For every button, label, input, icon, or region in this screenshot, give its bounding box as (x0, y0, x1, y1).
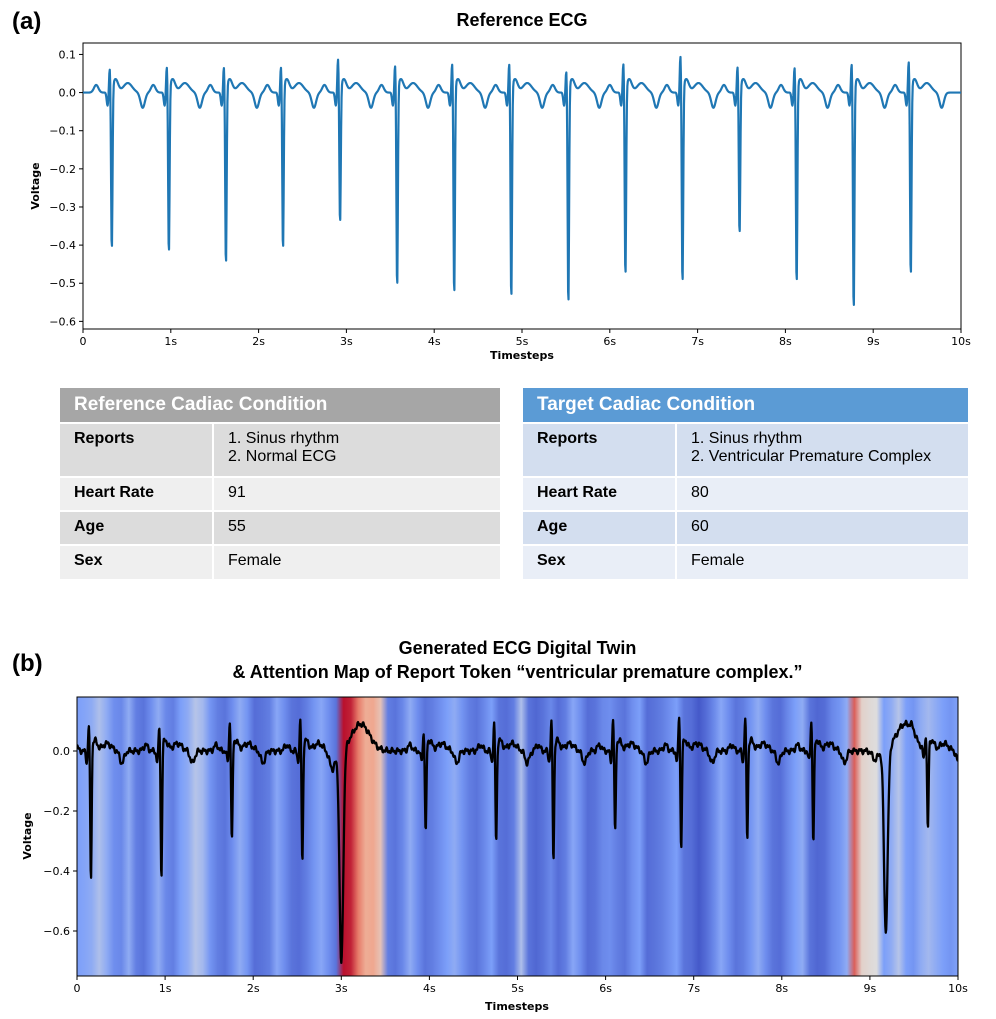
x-tick-label: 1s (164, 335, 177, 348)
reference-heart-rate-value: 91 (212, 477, 500, 511)
y-axis-label: Voltage (29, 162, 42, 209)
x-tick-label: 3s (340, 335, 353, 348)
reference-sex-key: Sex (74, 552, 103, 569)
y-tick-label: −0.4 (43, 865, 70, 878)
target-age-key: Age (537, 518, 568, 535)
y-tick-label: −0.2 (49, 163, 76, 176)
x-tick-label: 5s (511, 982, 524, 995)
reference-table-header: Reference Cadiac Condition (60, 388, 500, 423)
target-reports-key: Reports (537, 430, 598, 447)
reference-report-2: 2. Normal ECG (228, 448, 337, 465)
digital-twin-chart: 0 1s 2s 3s 4s 5s 6s 7s 8s 9s 10s 0.0 −0.2 −0.4 −0.6 T… (21, 696, 968, 1013)
digital-twin-title: Generated ECG Digital Twin & Attention M… (77, 636, 958, 684)
reference-report-1: 1. Sinus rhythm (228, 430, 340, 447)
y-tick-label: −0.3 (49, 201, 76, 214)
target-age-value: 60 (675, 511, 968, 545)
x-tick-label: 4s (428, 335, 441, 348)
x-axis-label: Timesteps (485, 1000, 549, 1013)
x-tick-label: 9s (867, 335, 880, 348)
x-axis-label: Timesteps (490, 349, 554, 362)
x-tick-label: 0 (80, 335, 87, 348)
digital-twin-title-line2: & Attention Map of Report Token “ventric… (232, 662, 803, 682)
target-table-header: Target Cadiac Condition (523, 388, 968, 423)
y-tick-label: −0.6 (49, 315, 76, 328)
target-heart-rate-key: Heart Rate (537, 484, 618, 501)
x-tick-label: 0 (74, 982, 81, 995)
y-tick-label: −0.4 (49, 239, 76, 252)
attention-heatmap (77, 697, 958, 976)
x-tick-label: 2s (252, 335, 265, 348)
x-tick-label: 7s (691, 335, 704, 348)
y-tick-label: −0.1 (49, 125, 76, 138)
reference-ecg-trace (82, 55, 962, 307)
y-tick-label: −0.5 (49, 277, 76, 290)
x-tick-label: 8s (775, 982, 788, 995)
reference-ecg-chart: 0 1s 2s 3s 4s 5s 6s 7s 8s 9s 10s 0.1 0.0 −0.1 −0.2 −0.… (29, 42, 971, 362)
reference-reports-key: Reports (74, 430, 135, 447)
target-sex-key: Sex (537, 552, 566, 569)
x-tick-label: 3s (335, 982, 348, 995)
x-tick-label: 6s (599, 982, 612, 995)
target-sex-value: Female (675, 545, 968, 579)
y-tick-label: 0.0 (59, 87, 77, 100)
x-tick-label: 10s (948, 982, 968, 995)
panel-b-label: (b) (12, 650, 43, 677)
x-tick-label: 9s (864, 982, 877, 995)
target-report-1: 1. Sinus rhythm (691, 430, 803, 447)
x-tick-label: 10s (951, 335, 971, 348)
x-tick-label: 2s (247, 982, 260, 995)
y-tick-label: −0.2 (43, 805, 70, 818)
x-tick-label: 4s (423, 982, 436, 995)
target-condition-table: Target Cadiac Condition Reports 1. Sinus… (523, 388, 968, 579)
reference-sex-value: Female (212, 545, 500, 579)
generated-ecg-trace (77, 716, 958, 965)
target-report-2: 2. Ventricular Premature Complex (691, 448, 932, 465)
plot-frame (82, 42, 962, 330)
y-tick-label: 0.0 (53, 745, 71, 758)
y-tick-label: 0.1 (59, 48, 77, 61)
y-axis-label: Voltage (21, 812, 34, 859)
x-tick-label: 1s (159, 982, 172, 995)
x-tick-label: 5s (516, 335, 529, 348)
reference-reports-value: 1. Sinus rhythm 2. Normal ECG (212, 423, 500, 477)
reference-age-key: Age (74, 518, 105, 535)
x-tick-label: 6s (603, 335, 616, 348)
reference-heart-rate-key: Heart Rate (74, 484, 155, 501)
reference-ecg-title: Reference ECG (456, 10, 588, 30)
digital-twin-title-line1: Generated ECG Digital Twin (398, 638, 637, 658)
reference-condition-table: Reference Cadiac Condition Reports 1. Si… (60, 388, 500, 579)
target-reports-value: 1. Sinus rhythm 2. Ventricular Premature… (675, 423, 968, 477)
y-tick-label: −0.6 (43, 925, 70, 938)
panel-a-label: (a) (12, 8, 42, 35)
x-tick-label: 8s (779, 335, 792, 348)
reference-age-value: 55 (212, 511, 500, 545)
target-heart-rate-value: 80 (675, 477, 968, 511)
x-tick-label: 7s (687, 982, 700, 995)
